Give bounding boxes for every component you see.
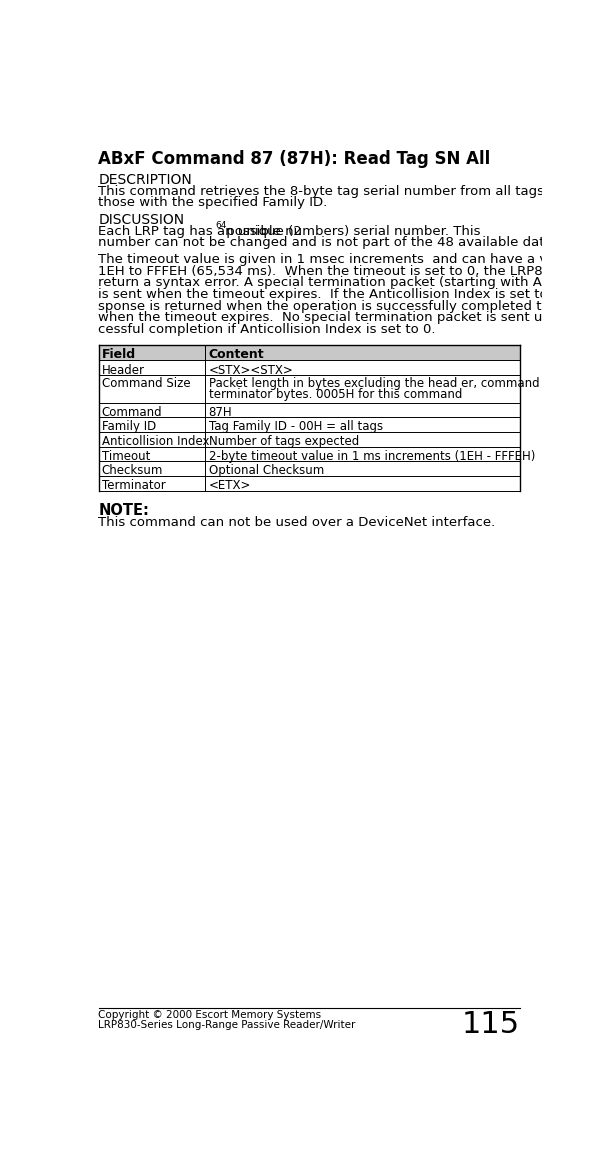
Text: possible numbers) serial number. This: possible numbers) serial number. This bbox=[222, 225, 480, 238]
Text: The timeout value is given in 1 msec increments  and can have a value of: The timeout value is given in 1 msec inc… bbox=[99, 253, 594, 266]
Text: 87H: 87H bbox=[208, 406, 232, 418]
Text: NOTE:: NOTE: bbox=[99, 503, 149, 518]
Text: This command can not be used over a DeviceNet interface.: This command can not be used over a Devi… bbox=[99, 516, 496, 529]
Text: 64: 64 bbox=[216, 221, 227, 230]
Text: 1EH to FFFEH (65,534 ms).  When the timeout is set to 0, the LRP830 will: 1EH to FFFEH (65,534 ms). When the timeo… bbox=[99, 265, 586, 278]
Text: return a syntax error. A special termination packet (starting with AAH FFH): return a syntax error. A special termina… bbox=[99, 277, 596, 289]
Text: Checksum: Checksum bbox=[102, 465, 163, 478]
Text: Terminator: Terminator bbox=[102, 479, 166, 492]
Text: Family ID: Family ID bbox=[102, 421, 156, 433]
Text: Packet length in bytes excluding the head er, command size, checksum and: Packet length in bytes excluding the hea… bbox=[208, 378, 602, 390]
Text: <STX><STX>: <STX><STX> bbox=[208, 364, 293, 376]
Text: those with the specified Family ID.: those with the specified Family ID. bbox=[99, 196, 327, 209]
Text: DESCRIPTION: DESCRIPTION bbox=[99, 173, 192, 187]
Text: 115: 115 bbox=[462, 1010, 520, 1039]
Text: LRP830-Series Long-Range Passive Reader/Writer: LRP830-Series Long-Range Passive Reader/… bbox=[99, 1019, 356, 1030]
Text: Field: Field bbox=[102, 349, 135, 361]
Text: Header: Header bbox=[102, 364, 144, 376]
Text: sponse is returned when the operation is successfully completed to 1 tag, or: sponse is returned when the operation is… bbox=[99, 300, 602, 313]
Text: ABxF Command 87 (87H): Read Tag SN All: ABxF Command 87 (87H): Read Tag SN All bbox=[99, 150, 491, 168]
Text: Content: Content bbox=[208, 349, 264, 361]
Text: 2-byte timeout value in 1 ms increments (1EH - FFFEH): 2-byte timeout value in 1 ms increments … bbox=[208, 450, 535, 462]
Text: is sent when the timeout expires.  If the Anticollision Index is set to 0, a re-: is sent when the timeout expires. If the… bbox=[99, 288, 600, 301]
Text: Anticollision Index: Anticollision Index bbox=[102, 435, 209, 449]
Text: Command: Command bbox=[102, 406, 162, 418]
Text: Command Size: Command Size bbox=[102, 378, 190, 390]
Text: Timeout: Timeout bbox=[102, 450, 150, 462]
Text: terminator bytes. 0005H for this command: terminator bytes. 0005H for this command bbox=[208, 388, 462, 401]
Text: Each LRP tag has an unique (2: Each LRP tag has an unique (2 bbox=[99, 225, 302, 238]
Text: number can not be changed and is not part of the 48 available data bytes.: number can not be changed and is not par… bbox=[99, 236, 598, 250]
Text: Optional Checksum: Optional Checksum bbox=[208, 465, 324, 478]
Bar bbox=[99, 345, 520, 360]
Text: cessful completion if Anticollision Index is set to 0.: cessful completion if Anticollision Inde… bbox=[99, 323, 436, 336]
Text: This command retrieves the 8-byte tag serial number from all tags-in-field or: This command retrieves the 8-byte tag se… bbox=[99, 185, 602, 198]
Text: DISCUSSION: DISCUSSION bbox=[99, 214, 185, 228]
Text: when the timeout expires.  No special termination packet is sent upon suc-: when the timeout expires. No special ter… bbox=[99, 311, 600, 324]
Text: Number of tags expected: Number of tags expected bbox=[208, 435, 359, 449]
Text: Tag Family ID - 00H = all tags: Tag Family ID - 00H = all tags bbox=[208, 421, 383, 433]
Text: Copyright © 2000 Escort Memory Systems: Copyright © 2000 Escort Memory Systems bbox=[99, 1010, 321, 1020]
Text: <ETX>: <ETX> bbox=[208, 479, 251, 492]
